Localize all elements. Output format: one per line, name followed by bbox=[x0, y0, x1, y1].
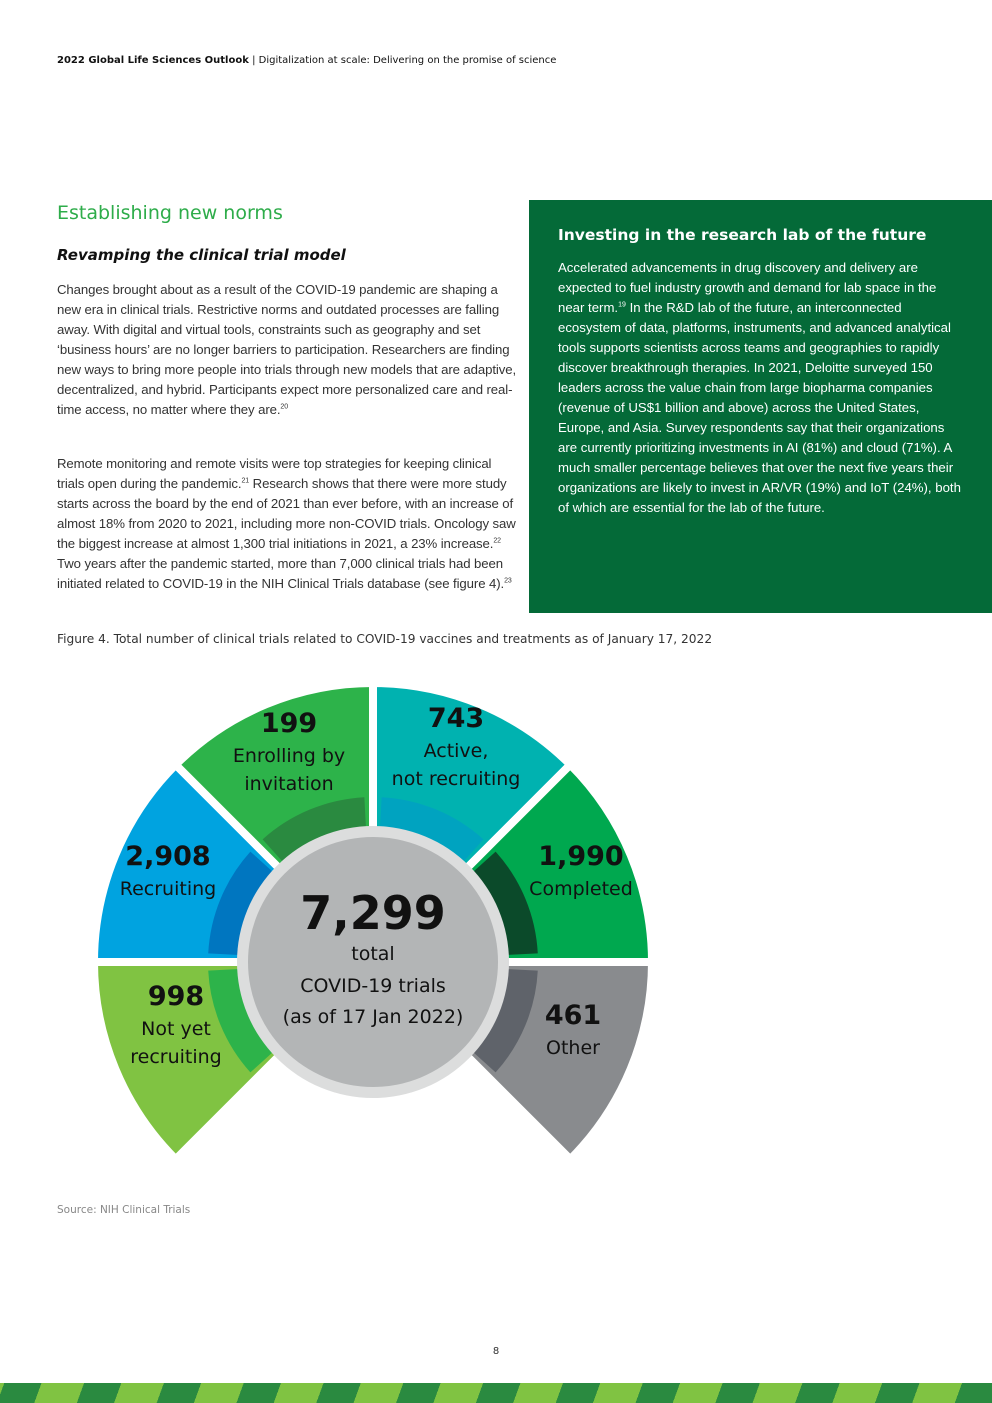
running-header: 2022 Global Life Sciences Outlook | Digi… bbox=[57, 55, 557, 66]
segment-label: invitation bbox=[244, 773, 333, 795]
segment-band-1 bbox=[262, 797, 367, 873]
paragraph-2: Remote monitoring and remote visits were… bbox=[57, 456, 516, 591]
segment-band-0 bbox=[208, 851, 284, 956]
sidebar-box: Investing in the research lab of the fut… bbox=[529, 200, 992, 613]
page-number: 8 bbox=[492, 1346, 500, 1357]
segment-label: Not yet bbox=[141, 1018, 211, 1040]
total-value: 7,299 bbox=[300, 886, 446, 940]
segment-band-3 bbox=[462, 851, 538, 956]
segment-band-2 bbox=[379, 797, 484, 873]
total-label-0: total bbox=[351, 943, 394, 965]
segment-value: 461 bbox=[545, 1000, 601, 1031]
total-label-2: (as of 17 Jan 2022) bbox=[283, 1006, 464, 1028]
segment-band-4 bbox=[462, 968, 538, 1073]
segment-label: recruiting bbox=[130, 1046, 222, 1068]
segment-value: 998 bbox=[148, 981, 204, 1012]
sidebar-text: Accelerated advancements in drug discove… bbox=[558, 260, 961, 515]
sidebar-title: Investing in the research lab of the fut… bbox=[558, 226, 927, 244]
center-circle bbox=[248, 837, 498, 1087]
paragraph-1: Changes brought about as a result of the… bbox=[57, 282, 517, 417]
segment-label: Enrolling by bbox=[233, 745, 345, 767]
figure-caption: Figure 4. Total number of clinical trial… bbox=[57, 632, 713, 646]
segment-value: 743 bbox=[428, 703, 484, 734]
section-title: Establishing new norms bbox=[57, 202, 283, 224]
segment-value: 1,990 bbox=[538, 841, 623, 872]
subsection-title: Revamping the clinical trial model bbox=[57, 246, 346, 264]
segment-band-5 bbox=[208, 968, 284, 1073]
segment-label: not recruiting bbox=[392, 768, 521, 790]
source-note: Source: NIH Clinical Trials bbox=[57, 1204, 191, 1216]
footer-stripe bbox=[0, 1383, 992, 1403]
segment-label: Recruiting bbox=[120, 878, 216, 900]
segment-label: Other bbox=[546, 1037, 600, 1059]
segment-value: 2,908 bbox=[125, 841, 210, 872]
total-label-1: COVID-19 trials bbox=[300, 975, 446, 997]
segment-label: Active, bbox=[424, 740, 489, 762]
segment-value: 199 bbox=[261, 708, 317, 739]
segment-label: Completed bbox=[529, 878, 633, 900]
